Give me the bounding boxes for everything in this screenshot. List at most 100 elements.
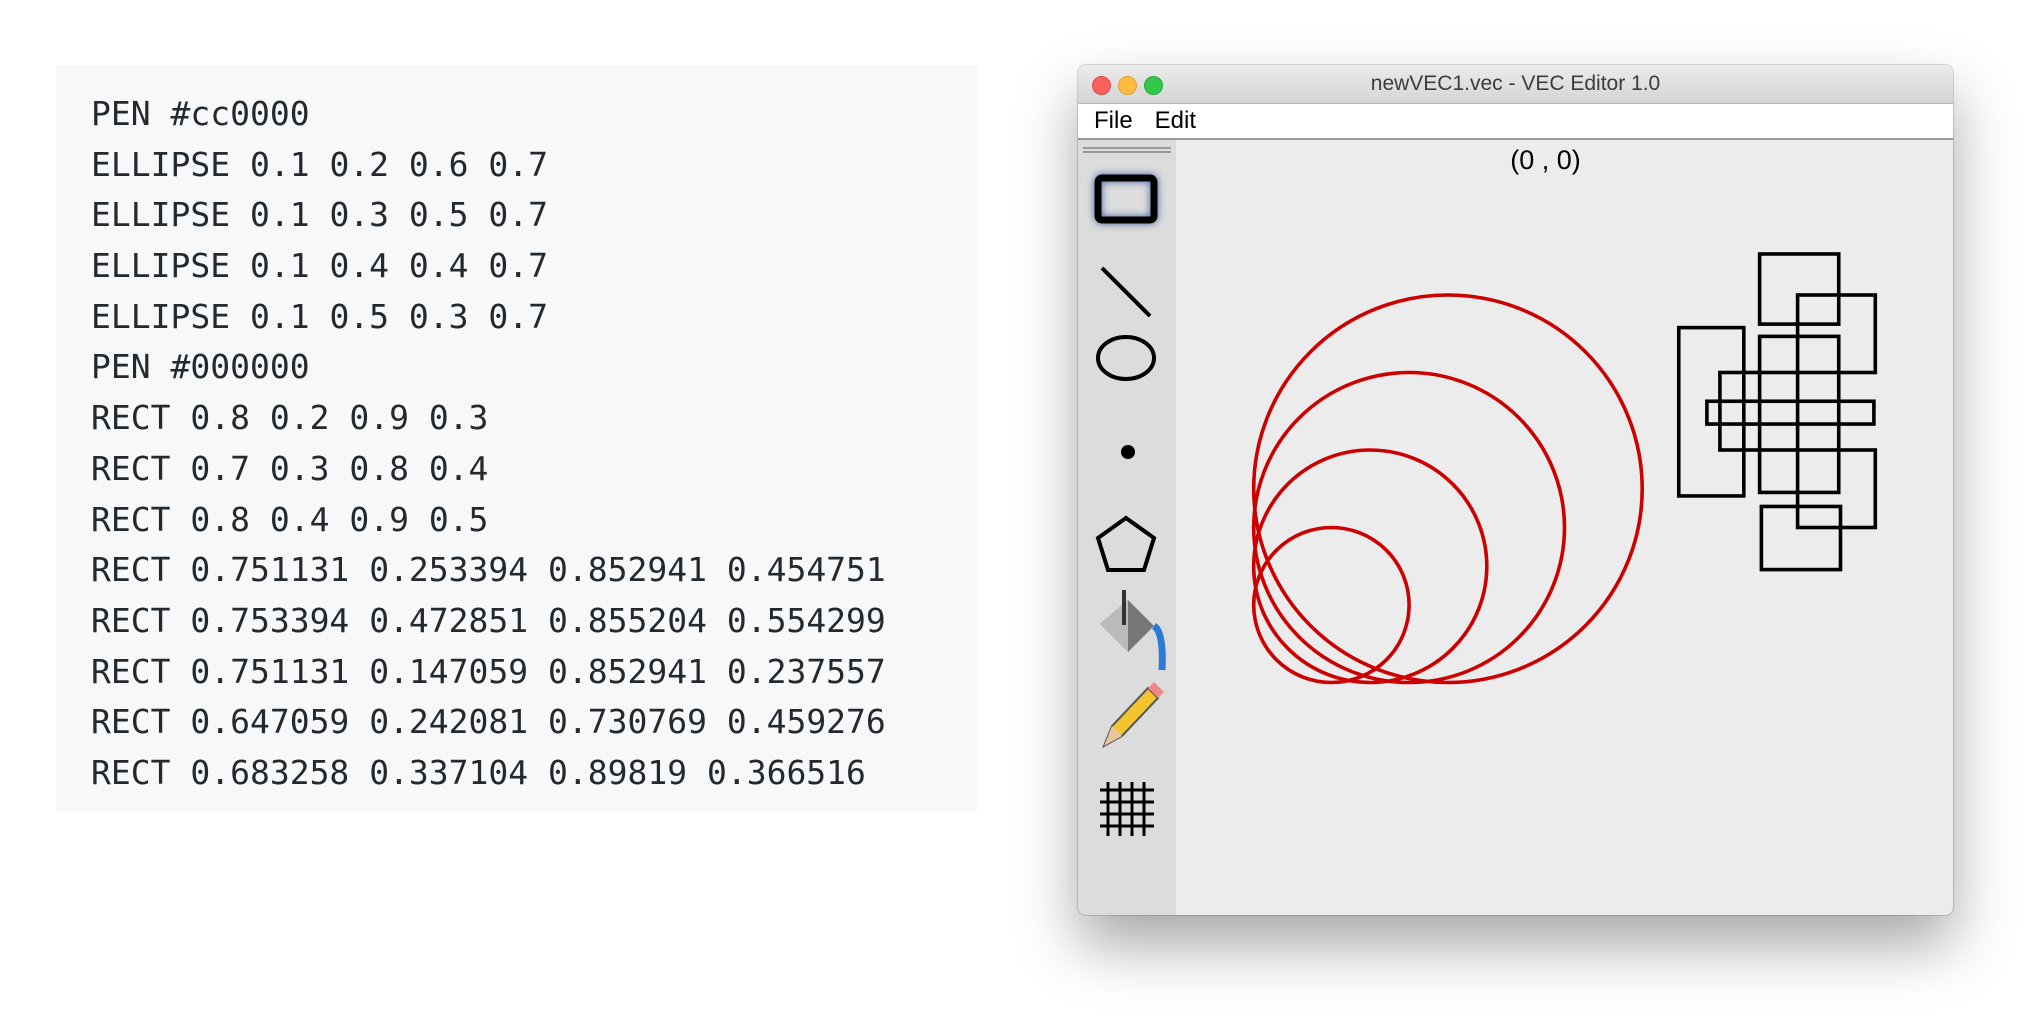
argument: 0.751131: [190, 550, 350, 590]
rect-shape: [1795, 448, 1878, 530]
argument: 0.8: [349, 448, 409, 488]
argument: 0.852941: [548, 651, 707, 691]
command: RECT: [91, 448, 171, 488]
argument: 0.683258: [190, 752, 350, 792]
argument: 0.237557: [726, 651, 886, 691]
ellipse-shape: [1251, 525, 1411, 685]
ellipse-shape: [1251, 448, 1489, 685]
code-line: RECT 0.8 0.2 0.9 0.3: [91, 393, 977, 444]
rect-shape: [1757, 334, 1841, 495]
argument: 0.3: [269, 448, 330, 488]
title-bar: newVEC1.vec - VEC Editor 1.0: [1078, 65, 1953, 104]
argument: 0.1: [249, 195, 310, 235]
argument: 0.8: [190, 398, 250, 438]
argument: 0.4: [329, 246, 390, 286]
code-line: PEN #000000: [91, 342, 977, 393]
argument: 0.3: [408, 296, 469, 336]
argument: 0.1: [249, 144, 310, 184]
command: ELLIPSE: [91, 144, 231, 184]
toolbar: [1078, 140, 1176, 915]
fill-tool[interactable]: [1100, 590, 1166, 671]
command: ELLIPSE: [91, 296, 231, 336]
window-title: newVEC1.vec - VEC Editor 1.0: [1370, 72, 1661, 95]
command: RECT: [91, 499, 171, 539]
code-line: RECT 0.8 0.4 0.9 0.5: [91, 495, 977, 546]
argument: 0.9: [349, 398, 409, 438]
code-line: RECT 0.647059 0.242081 0.730769 0.459276: [91, 697, 977, 748]
code-line: ELLIPSE 0.1 0.4 0.4 0.7: [91, 241, 977, 292]
ellipse-shape: [1251, 370, 1567, 685]
argument: 0.6: [408, 144, 469, 184]
argument: 0.730769: [548, 702, 707, 742]
argument: 0.852941: [548, 550, 707, 590]
code-line: ELLIPSE 0.1 0.3 0.5 0.7: [91, 190, 977, 241]
code-block: PEN #cc0000 ELLIPSE 0.1 0.2 0.6 0.7 ELLIPS…: [56, 65, 977, 813]
argument: 0.1: [249, 296, 310, 336]
argument: 0.253394: [369, 550, 529, 590]
rect-shape: [1795, 293, 1878, 375]
command: RECT: [91, 752, 171, 792]
rectangle-tool[interactable]: [1094, 174, 1158, 224]
argument: 0.7: [190, 448, 250, 488]
app-window: newVEC1.vec - VEC Editor 1.0 File Edit (0…: [1078, 65, 1953, 915]
argument: 0.3: [329, 195, 390, 235]
argument: 0.751131: [190, 651, 350, 691]
command: RECT: [91, 398, 171, 438]
argument: 0.2: [269, 398, 330, 438]
drawing-canvas[interactable]: [1176, 140, 1953, 915]
argument: 0.7: [488, 296, 549, 336]
menu-bar: File Edit: [1078, 104, 1953, 140]
argument: 0.459276: [726, 702, 886, 742]
code-line: RECT 0.753394 0.472851 0.855204 0.554299: [91, 596, 977, 647]
ellipse-shape: [1251, 293, 1645, 685]
cursor-coordinates: (0 , 0): [1510, 145, 1581, 175]
command: RECT: [91, 702, 171, 742]
code-line: RECT 0.683258 0.337104 0.89819 0.366516: [91, 748, 977, 799]
menu-item[interactable]: File: [1094, 107, 1133, 134]
argument: 0.3: [428, 398, 489, 438]
argument: 0.89819: [548, 752, 688, 792]
argument: 0.753394: [190, 600, 350, 640]
zoom-button[interactable]: [1144, 76, 1163, 95]
close-button[interactable]: [1092, 76, 1111, 95]
code-line: ELLIPSE 0.1 0.5 0.3 0.7: [91, 292, 977, 343]
argument: 0.554299: [726, 600, 886, 640]
ellipse-tool[interactable]: [1096, 335, 1156, 381]
argument: 0.8: [190, 499, 250, 539]
rect-shape: [1759, 504, 1843, 572]
argument: 0.337104: [369, 752, 529, 792]
argument: #000000: [170, 347, 310, 387]
command: ELLIPSE: [91, 195, 231, 235]
command: ELLIPSE: [91, 246, 231, 286]
argument: 0.7: [488, 144, 549, 184]
argument: 0.7: [488, 195, 549, 235]
argument: 0.147059: [369, 651, 529, 691]
command: RECT: [91, 550, 171, 590]
argument: 0.647059: [190, 702, 350, 742]
argument: 0.9: [349, 499, 409, 539]
argument: 0.4: [428, 448, 489, 488]
command: PEN: [91, 347, 151, 387]
rect-shape: [1676, 325, 1746, 498]
code-line: RECT 0.751131 0.253394 0.852941 0.454751: [91, 545, 977, 596]
argument: 0.2: [329, 144, 390, 184]
code-line: RECT 0.7 0.3 0.8 0.4: [91, 444, 977, 495]
pencil-tool[interactable]: [1102, 682, 1164, 749]
argument: 0.4: [269, 499, 330, 539]
argument: 0.1: [249, 246, 310, 286]
line-tool[interactable]: [1100, 266, 1152, 318]
argument: #cc0000: [170, 94, 310, 133]
command: PEN: [91, 94, 151, 133]
command: RECT: [91, 600, 171, 640]
argument: 0.5: [428, 499, 489, 539]
grid-tool[interactable]: [1100, 782, 1154, 836]
point-tool[interactable]: [1121, 445, 1135, 459]
minimize-button[interactable]: [1118, 76, 1137, 95]
menu-item[interactable]: Edit: [1154, 107, 1197, 134]
rect-shape: [1757, 252, 1841, 326]
polygon-tool[interactable]: [1095, 515, 1157, 572]
argument: 0.242081: [369, 702, 529, 742]
code-line: PEN #cc0000: [91, 89, 977, 140]
argument: 0.855204: [548, 600, 707, 640]
